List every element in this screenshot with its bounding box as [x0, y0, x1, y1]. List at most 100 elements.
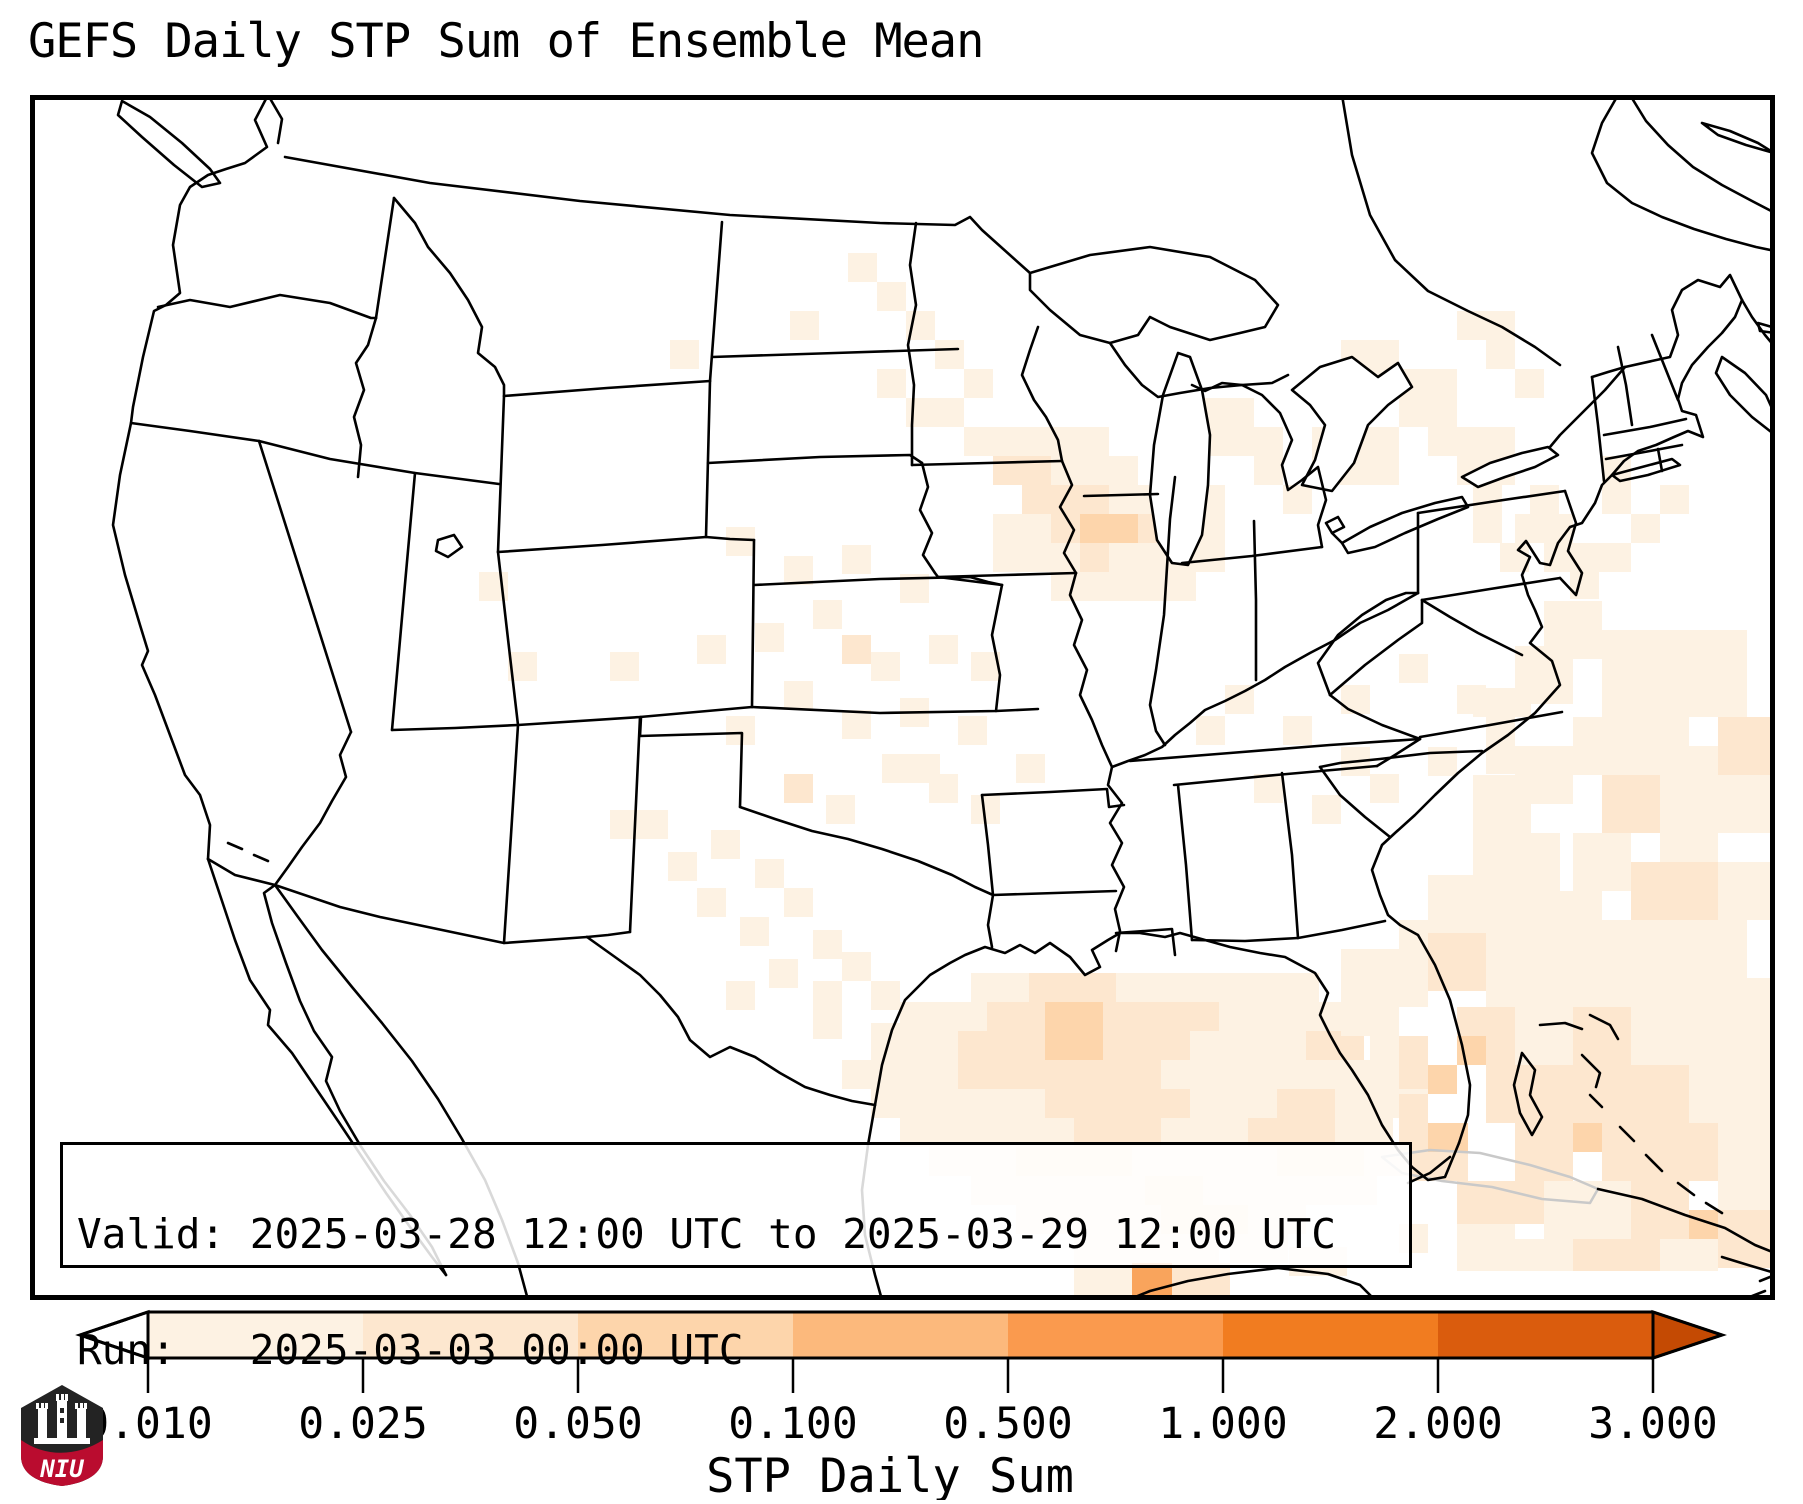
heatmap-cell	[1277, 1089, 1335, 1118]
heatmap-cell	[958, 1060, 1074, 1089]
heatmap-cell	[668, 852, 697, 881]
map-boundary-line	[257, 439, 353, 734]
heatmap-cell	[1515, 514, 1573, 543]
map-boundary-line	[502, 379, 712, 398]
map-boundary-line	[1676, 1181, 1696, 1197]
heatmap-cell	[987, 1002, 1045, 1031]
heatmap-cell	[1167, 572, 1196, 601]
heatmap-cell	[1544, 1065, 1602, 1123]
map-boundary-line	[1058, 459, 1078, 575]
map-boundary-line	[986, 893, 995, 949]
heatmap-cell	[1109, 543, 1167, 572]
heatmap-cell	[1515, 1239, 1573, 1271]
map-boundary-line	[1616, 345, 1634, 427]
map-panel	[30, 95, 1775, 1300]
map-boundary-line	[1110, 591, 1420, 769]
map-boundary-line	[1590, 365, 1627, 379]
heatmap-cell	[1573, 833, 1631, 891]
map-boundary-line	[1590, 375, 1606, 483]
map-boundary-line	[1618, 1125, 1636, 1143]
heatmap-cell	[740, 917, 769, 946]
heatmap-cell	[1473, 688, 1531, 717]
map-boundary-line	[1628, 95, 1775, 215]
heatmap-cell	[813, 930, 842, 959]
niu-castle-icon	[34, 1394, 90, 1444]
heatmap-cell	[871, 1089, 958, 1118]
valid-run-info-box: Valid: 2025-03-28 12:00 UTC to 2025-03-2…	[60, 1142, 1412, 1374]
heatmap-cell	[842, 952, 871, 981]
map-boundary-line	[1538, 1021, 1584, 1031]
colorbar-tick-label: 0.010	[83, 1399, 212, 1449]
map-boundary-line	[1406, 1155, 1452, 1185]
heatmap-cell	[769, 959, 798, 988]
map-boundary-line	[1700, 121, 1775, 155]
heatmap-cell	[1074, 1060, 1161, 1089]
map-boundary-line	[1180, 545, 1324, 565]
heatmap-cell	[1132, 1263, 1172, 1300]
map-boundary-line	[116, 99, 222, 189]
colorbar-segment	[148, 1312, 364, 1358]
map-boundary-line	[1644, 1153, 1664, 1173]
map-boundary-line	[252, 853, 270, 863]
heatmap-cell	[1080, 456, 1138, 485]
colorbar-ticks	[146, 1358, 1655, 1393]
heatmap-cell	[842, 1060, 958, 1089]
heatmap-cell	[871, 652, 900, 681]
heatmap-cell	[1219, 1002, 1306, 1031]
heatmap-cell	[1573, 717, 1631, 775]
heatmap-cell	[958, 1031, 1045, 1060]
colorbar-tick-label: 1.000	[1158, 1399, 1287, 1449]
heatmap-cell	[1457, 311, 1515, 340]
heatmap-cell	[813, 600, 842, 629]
colorbar-segment	[1008, 1312, 1224, 1358]
map-boundary-line	[352, 316, 378, 479]
colorbar-segments	[148, 1312, 1654, 1358]
heatmap-cell	[1660, 920, 1747, 978]
map-boundary-line	[273, 883, 589, 945]
heatmap-cell	[1660, 804, 1718, 862]
heatmap-cell	[877, 282, 906, 311]
map-boundary-line	[273, 730, 353, 887]
map-boundary-line	[434, 533, 464, 559]
map-boundary-line	[906, 221, 918, 467]
map-boundary-line	[1714, 355, 1775, 437]
map-boundary-line	[1588, 1093, 1604, 1109]
heatmap-cell	[964, 427, 1022, 456]
map-boundary-line	[1548, 365, 1627, 449]
colorbar-tick-label: 0.025	[298, 1399, 427, 1449]
map-boundary-line	[1128, 737, 1422, 763]
map-boundary-line	[266, 95, 284, 145]
map-boundary-line	[1704, 1201, 1724, 1215]
heatmap-cell	[971, 973, 1029, 1002]
heatmap-cell	[1718, 775, 1775, 833]
map-boundary-line	[1252, 519, 1258, 682]
heatmap-cell	[1544, 949, 1631, 1007]
heatmap-cell	[726, 716, 755, 745]
heatmap-cell	[784, 774, 813, 803]
map-boundary-line	[1756, 321, 1775, 335]
map-boundary-line	[750, 705, 1040, 715]
heatmap-cell	[1689, 630, 1747, 717]
colorbar-segment	[793, 1312, 1009, 1358]
heatmap-cell	[1457, 1224, 1515, 1271]
map-boundary-line	[1418, 710, 1564, 739]
heatmap-cell	[711, 830, 740, 859]
map-boundary-line	[991, 889, 1118, 897]
heatmap-cell	[1544, 1181, 1631, 1239]
heatmap-cell	[1045, 1002, 1103, 1031]
heatmap-cell	[1370, 774, 1399, 803]
heatmap-cell	[1486, 949, 1544, 1007]
heatmap-cell	[1080, 485, 1109, 514]
map-boundary-line	[1416, 489, 1567, 515]
heatmap-cell	[1602, 1123, 1660, 1181]
heatmap-cell	[1515, 369, 1544, 398]
heatmap-cell	[1428, 398, 1457, 456]
heatmap-cell	[813, 981, 842, 1039]
heatmap-cell	[935, 398, 964, 427]
map-boundary-line	[936, 575, 1004, 587]
heatmap-cell	[929, 635, 958, 664]
heatmap-cell	[1022, 485, 1080, 514]
map-frame	[30, 95, 1775, 1300]
map-boundary-line	[156, 293, 378, 320]
map-boundary-line	[1604, 443, 1684, 461]
